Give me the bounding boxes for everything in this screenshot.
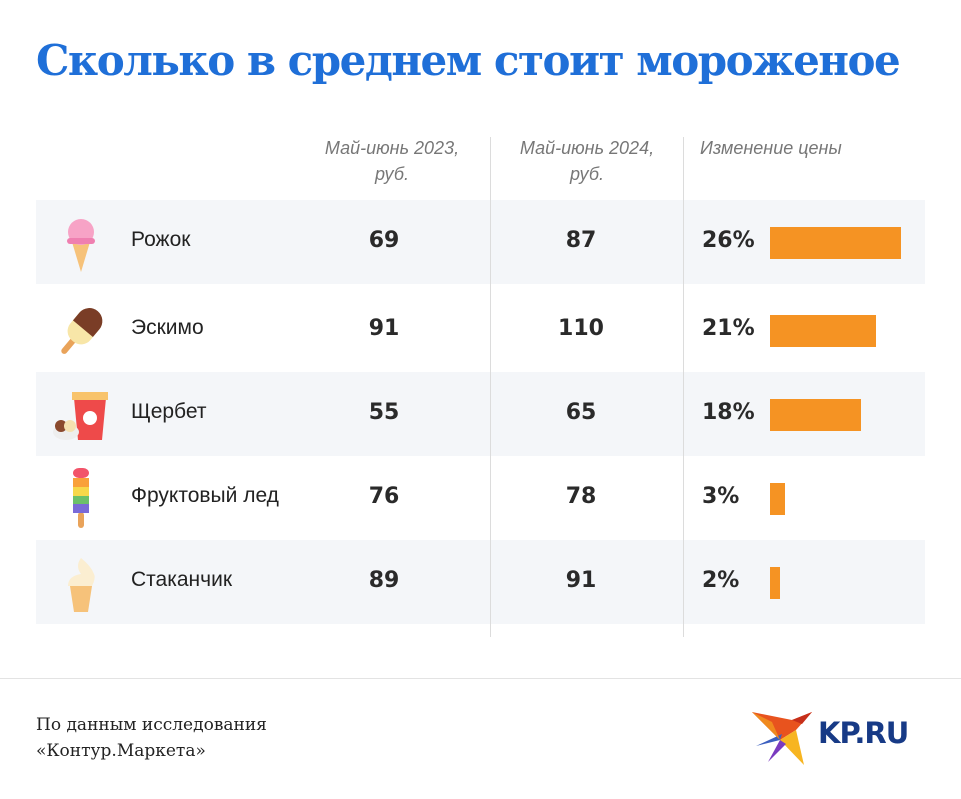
header-2023-line1: Май-июнь 2023,	[324, 138, 460, 158]
kp-logo: KP.RU	[752, 710, 932, 770]
fruit-ice-pop-icon	[73, 468, 89, 528]
value-2023: 91	[368, 316, 400, 341]
table-row: Стаканчик 89 91 2%	[36, 540, 925, 624]
table-row: Фруктовый лед 76 78 3%	[36, 456, 925, 540]
change-bar	[770, 399, 861, 431]
value-2023: 55	[368, 400, 400, 425]
header-2023-line2: руб.	[375, 164, 409, 184]
row-name: Фруктовый лед	[131, 484, 279, 507]
table-row: Щербет 55 65 18%	[36, 372, 925, 456]
value-2023: 76	[368, 484, 400, 509]
swallow-icon	[752, 712, 812, 765]
row-name: Щербет	[131, 400, 207, 423]
change-label: 3%	[702, 484, 740, 509]
value-2023: 69	[368, 228, 400, 253]
column-divider	[683, 137, 684, 637]
header-2024-line2: руб.	[570, 164, 604, 184]
change-bar	[770, 227, 901, 259]
value-2024: 91	[565, 568, 597, 593]
ice-cream-cone-icon	[67, 219, 95, 272]
table-row: Эскимо 91 110 21%	[36, 288, 925, 372]
header-2024-line1: Май-июнь 2024,	[519, 138, 655, 158]
row-name: Стаканчик	[131, 568, 233, 591]
logo-text: KP.RU	[818, 716, 909, 750]
value-2024: 87	[565, 228, 597, 253]
value-2024: 110	[558, 316, 604, 341]
source-note: По данным исследования «Контур.Маркета»	[36, 712, 267, 764]
column-divider	[490, 137, 491, 637]
page-title: Сколько в среднем стоит мороженое	[36, 36, 901, 85]
soft-serve-cup-icon	[68, 558, 95, 612]
value-2024: 65	[565, 400, 597, 425]
table-row: Рожок 69 87 26%	[36, 200, 925, 284]
row-name: Эскимо	[131, 316, 204, 339]
change-label: 26%	[702, 228, 755, 253]
value-2023: 89	[368, 568, 400, 593]
source-line2: «Контур.Маркета»	[36, 741, 206, 761]
header-2024: Май-июнь 2024, руб.	[492, 135, 682, 187]
change-label: 18%	[702, 400, 755, 425]
change-label: 2%	[702, 568, 740, 593]
header-change: Изменение цены	[700, 138, 842, 158]
footer-divider	[0, 678, 961, 679]
change-label: 21%	[702, 316, 755, 341]
change-bar	[770, 483, 786, 515]
change-bar	[770, 315, 876, 347]
value-2024: 78	[565, 484, 597, 509]
eskimo-popsicle-icon	[61, 308, 103, 354]
change-bar	[770, 567, 781, 599]
header-2023: Май-июнь 2023, руб.	[297, 135, 487, 187]
sherbet-cup-icon	[53, 392, 108, 440]
row-name: Рожок	[131, 228, 191, 251]
source-line1: По данным исследования	[36, 715, 267, 735]
